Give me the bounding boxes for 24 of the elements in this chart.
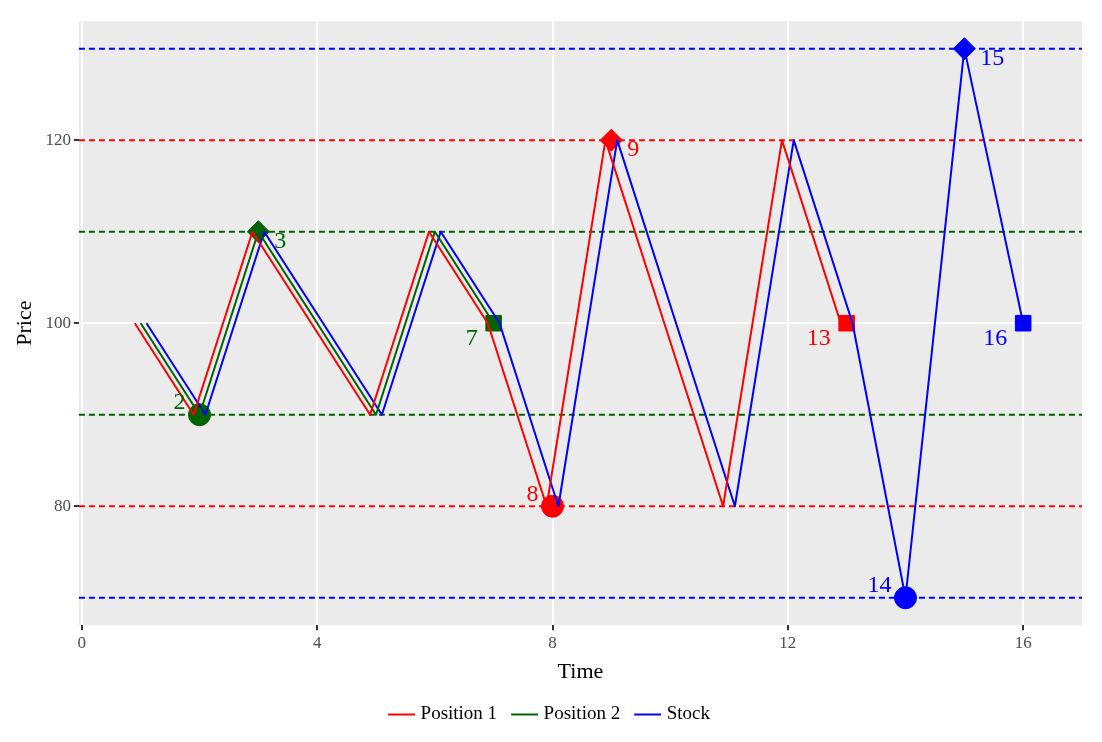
y-tick-label: 80 [53,495,71,515]
annotation: 8 [526,479,539,506]
annotation: 3 [274,226,287,253]
x-tick-label: 0 [77,632,87,652]
point [1014,314,1032,332]
y-tick-label: 120 [45,129,71,149]
legend-label: Position 2 [543,702,621,724]
point [894,586,917,610]
x-tick-label: 12 [779,632,797,652]
annotation: 16 [983,324,1008,351]
annotation: 9 [627,135,640,162]
annotation: 13 [806,324,831,351]
legend-label: Position 1 [420,702,498,724]
y-axis-title: Price [10,300,36,346]
annotation: 7 [465,324,478,351]
annotation: 15 [980,43,1005,70]
annotation: 14 [867,571,892,598]
legend-label: Stock [666,702,711,724]
x-tick-label: 16 [1014,632,1032,652]
x-tick-label: 8 [548,632,557,652]
x-tick-label: 4 [312,632,322,652]
annotation: 2 [173,388,186,415]
y-tick-label: 100 [45,312,71,332]
x-axis-title: Time [557,657,604,683]
